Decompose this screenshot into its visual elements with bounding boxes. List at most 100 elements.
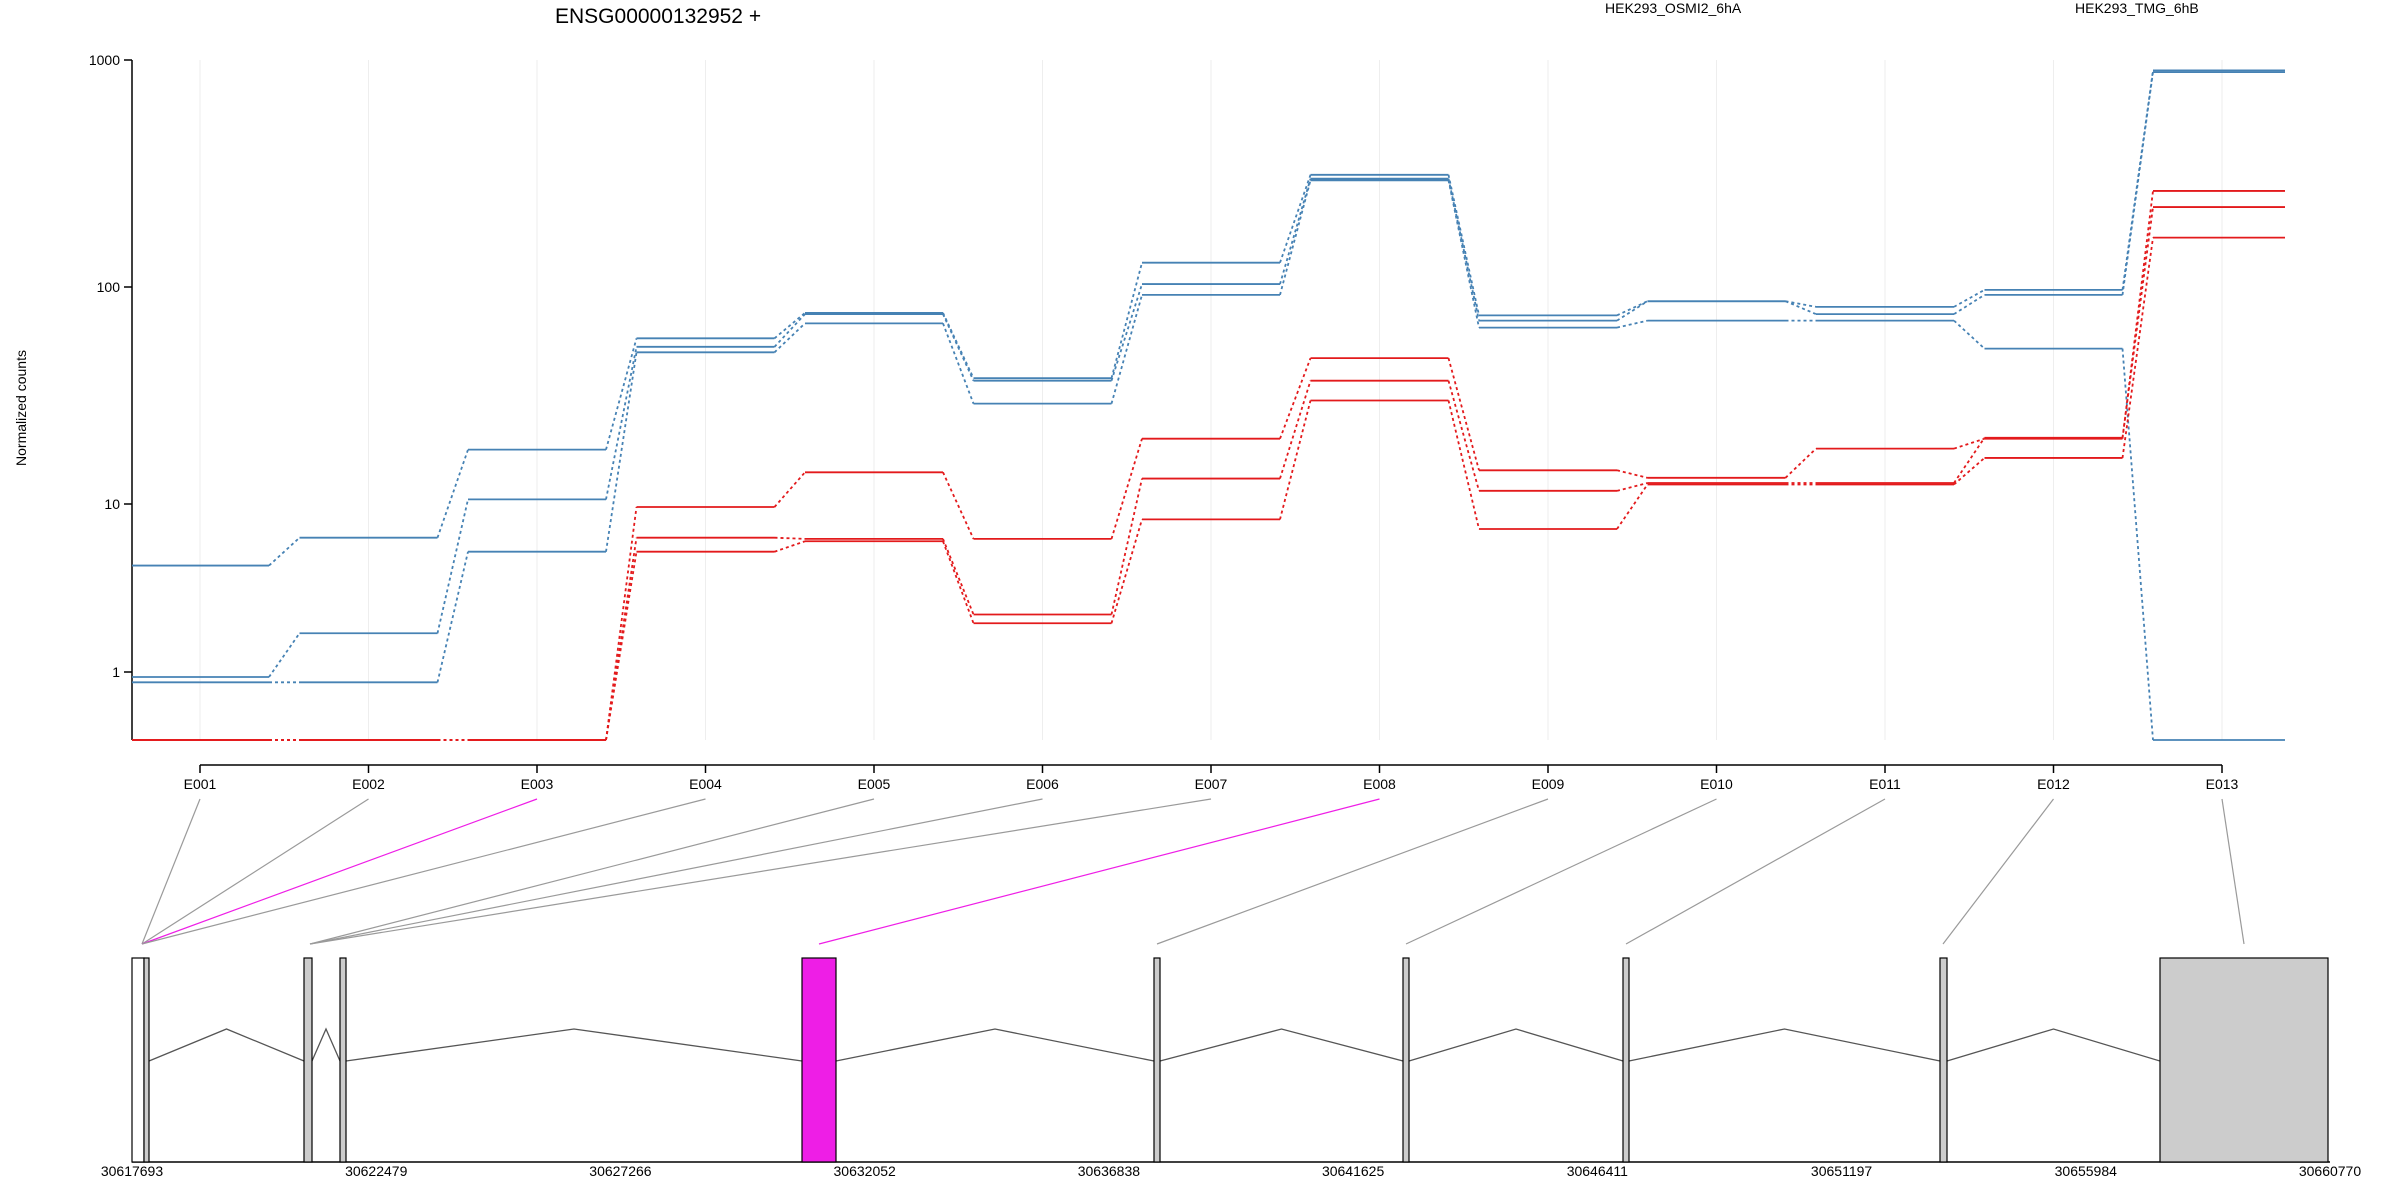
series-4 bbox=[132, 206, 2285, 741]
genomic-coordinate: 30641625 bbox=[1322, 1163, 1385, 1179]
intron-line bbox=[345, 1028, 803, 1062]
series-connector bbox=[2121, 206, 2154, 438]
chart-title: ENSG00000132952 + bbox=[555, 5, 761, 28]
series-connector bbox=[436, 551, 469, 683]
genomic-coordinate: 30660770 bbox=[2299, 1163, 2362, 1179]
series-3 bbox=[132, 190, 2285, 741]
series-5 bbox=[132, 236, 2285, 741]
intron-line bbox=[835, 1028, 1155, 1062]
series-connector bbox=[942, 313, 975, 382]
series-connector bbox=[605, 352, 638, 552]
exon-label-e012: E012 bbox=[2037, 776, 2070, 792]
connector-e006 bbox=[309, 798, 1043, 945]
series-connector bbox=[605, 346, 638, 500]
series-connector bbox=[1110, 438, 1143, 540]
connector-e011 bbox=[1625, 798, 1886, 945]
connector-e007 bbox=[309, 798, 1212, 945]
series-connector bbox=[1616, 482, 1648, 492]
series-1 bbox=[132, 71, 2285, 678]
connector-e001 bbox=[141, 798, 201, 945]
intron-line bbox=[1946, 1028, 2161, 1062]
series-connector bbox=[2121, 237, 2154, 459]
exon-label-e003: E003 bbox=[521, 776, 554, 792]
genomic-coordinate: 30632052 bbox=[834, 1163, 897, 1179]
exon-label-e004: E004 bbox=[689, 776, 722, 792]
series-connector bbox=[942, 471, 975, 540]
series-connector bbox=[1279, 380, 1312, 479]
genomic-coordinate: 30655984 bbox=[2055, 1163, 2118, 1179]
series-connector bbox=[1953, 319, 1986, 350]
exon-label-e013: E013 bbox=[2206, 776, 2239, 792]
series-connector bbox=[1785, 300, 1817, 315]
series-connector bbox=[1110, 519, 1143, 624]
series-connector bbox=[605, 537, 638, 741]
y-tick-label: 100 bbox=[97, 279, 121, 295]
exon-label-e002: E002 bbox=[352, 776, 385, 792]
gridlines bbox=[199, 60, 2223, 740]
series-connector bbox=[436, 499, 469, 634]
legend-entry-osmi2: HEK293_OSMI2_6hA bbox=[1605, 0, 1742, 16]
connector-e008 bbox=[818, 798, 1380, 945]
series-connector bbox=[1616, 300, 1648, 322]
exon-box bbox=[1939, 957, 1948, 1163]
series-connector bbox=[942, 540, 975, 624]
series-connector bbox=[1279, 178, 1312, 285]
series-connector bbox=[1110, 262, 1143, 379]
series-connector bbox=[1447, 357, 1480, 471]
intron-line bbox=[1628, 1028, 1941, 1062]
series-connector bbox=[268, 537, 301, 567]
exon-label-e001: E001 bbox=[184, 776, 217, 792]
intron-line bbox=[311, 1027, 341, 1062]
series-connector bbox=[773, 322, 806, 353]
genomic-axis: 30617693 30622479 30627266 30632052 30636838… bbox=[101, 1163, 2362, 1179]
exon-box bbox=[1622, 957, 1630, 1163]
series-connector bbox=[1616, 319, 1648, 329]
connector-e010 bbox=[1405, 798, 1717, 945]
series-connector bbox=[605, 506, 638, 741]
exon-box bbox=[131, 957, 145, 1163]
exon-box bbox=[303, 957, 313, 1163]
series-connector bbox=[1447, 180, 1480, 328]
series-connector bbox=[2121, 71, 2154, 295]
exon-label-e008: E008 bbox=[1363, 776, 1396, 792]
connector-e009 bbox=[1156, 798, 1549, 945]
connector-e004 bbox=[141, 798, 706, 945]
series-connector bbox=[1447, 380, 1480, 492]
series-connector bbox=[1110, 283, 1143, 381]
series-connector bbox=[1616, 483, 1649, 530]
series-connector bbox=[1110, 478, 1143, 615]
series-connector bbox=[1279, 180, 1312, 296]
genomic-coordinate: 30622479 bbox=[345, 1163, 408, 1179]
intron-line bbox=[1159, 1028, 1404, 1062]
series-connector bbox=[942, 323, 975, 404]
gene-model bbox=[131, 957, 2330, 1163]
legend-entry-tmg: HEK293_TMG_6hB bbox=[2075, 0, 2199, 16]
series-connector bbox=[436, 449, 469, 539]
series-connector bbox=[942, 538, 975, 615]
genomic-coordinate: 30636838 bbox=[1078, 1163, 1141, 1179]
series-connector bbox=[268, 632, 301, 678]
series-connector bbox=[1785, 300, 1817, 308]
exon-box bbox=[2159, 957, 2329, 1163]
series-connector bbox=[1279, 357, 1312, 439]
exon-box bbox=[1402, 957, 1410, 1163]
exon-box bbox=[1153, 957, 1161, 1163]
series-connector bbox=[1279, 174, 1312, 263]
series-connector bbox=[1616, 469, 1648, 479]
y-axis-label: Normalized counts bbox=[13, 350, 29, 466]
genomic-coordinate: 30646411 bbox=[1567, 1163, 1628, 1179]
series-connector bbox=[1953, 437, 1986, 484]
series-connector bbox=[605, 551, 638, 741]
intron-line bbox=[148, 1028, 305, 1062]
genomic-coordinate: 30617693 bbox=[101, 1163, 164, 1179]
series-connector bbox=[773, 313, 806, 348]
series-2 bbox=[132, 179, 2285, 741]
genomic-coordinate: 30627266 bbox=[589, 1163, 652, 1179]
y-axis: 1000 100 10 1 bbox=[89, 52, 133, 740]
exon-box bbox=[801, 957, 837, 1163]
series-connector bbox=[774, 540, 806, 553]
exon-label-e006: E006 bbox=[1026, 776, 1059, 792]
exon-label-e010: E010 bbox=[1700, 776, 1733, 792]
y-tick-label: 1 bbox=[112, 664, 120, 680]
